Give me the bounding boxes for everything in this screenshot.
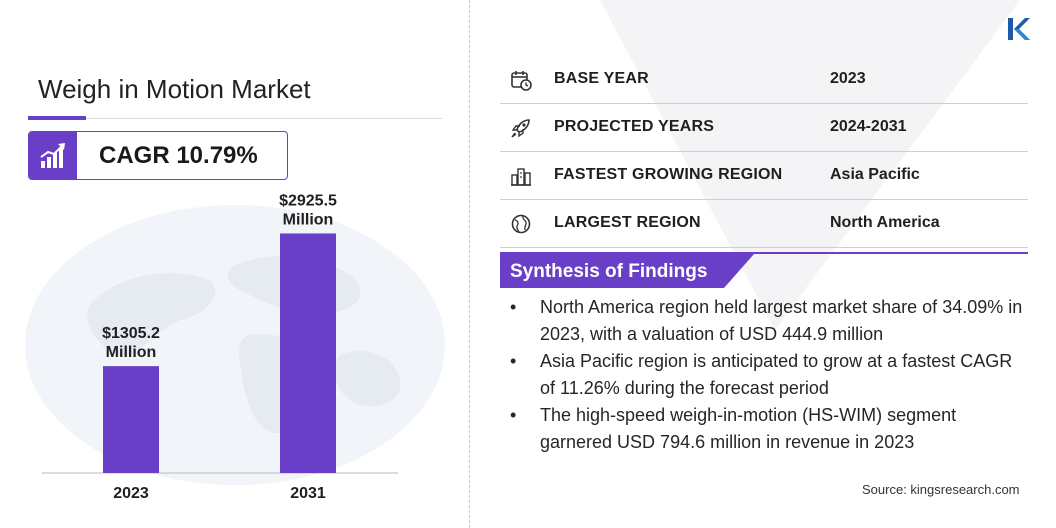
- city-skyline-icon: [511, 168, 531, 186]
- bullet-mark: •: [510, 297, 517, 317]
- kings-research-logo-icon: [1008, 18, 1030, 40]
- table-row-largest-region: LARGEST REGION North America: [500, 200, 1028, 248]
- bullet-mark: •: [510, 351, 517, 371]
- table-row-base-year: BASE YEAR 2023: [500, 56, 1028, 104]
- market-size-bar-chart: $1305.2 Million 2023 $2925.5 Million 2031: [42, 192, 398, 502]
- bar-2031: [280, 233, 336, 473]
- table-value: North America: [830, 214, 940, 231]
- x-tick-label: 2023: [113, 485, 149, 502]
- synthesis-header: Synthesis of Findings: [500, 254, 754, 288]
- synthesis-top-rule: [500, 252, 1028, 254]
- table-label: LARGEST REGION: [554, 214, 701, 231]
- table-value: Asia Pacific: [830, 166, 920, 183]
- cagr-value: CAGR 10.79%: [99, 142, 258, 169]
- bar-2023: [103, 366, 159, 473]
- table-row-projected-years: PROJECTED YEARS 2024-2031: [500, 104, 1028, 152]
- data-label: Million: [283, 211, 334, 228]
- list-item: • North America region held largest marke…: [510, 294, 1030, 348]
- table-value: 2024-2031: [830, 118, 907, 135]
- source-note: Source: kingsresearch.com: [862, 482, 1020, 497]
- table-label: FASTEST GROWING REGION: [554, 166, 783, 183]
- background-chevron-shape: [600, 0, 1020, 330]
- list-item: • The high-speed weigh-in-motion (HS-WIM)…: [510, 402, 1030, 456]
- data-label: $1305.2: [102, 325, 160, 342]
- calendar-icon: [511, 71, 532, 91]
- cagr-icon-box: [29, 132, 77, 179]
- finding-text: North America region held largest market…: [540, 297, 1023, 344]
- table-row-fastest-growing-region: FASTEST GROWING REGION Asia Pacific: [500, 152, 1028, 200]
- table-label: BASE YEAR: [554, 70, 649, 87]
- synthesis-title: Synthesis of Findings: [510, 261, 708, 282]
- data-label: $2925.5: [279, 192, 337, 209]
- rocket-icon: [511, 119, 530, 138]
- page-title: Weigh in Motion Market: [38, 74, 311, 104]
- finding-text: The high-speed weigh-in-motion (HS-WIM) …: [540, 405, 957, 452]
- table-value: 2023: [830, 70, 866, 87]
- panel-divider: [469, 0, 470, 528]
- x-tick-label: 2031: [290, 485, 326, 502]
- growth-chart-icon: [40, 143, 65, 168]
- title-accent-bar: [28, 116, 86, 120]
- globe-icon: [511, 214, 531, 234]
- findings-list: • North America region held largest marke…: [510, 294, 1030, 456]
- list-item: • Asia Pacific region is anticipated to g…: [510, 348, 1030, 402]
- title-underline: [28, 118, 442, 119]
- data-label: Million: [106, 344, 157, 361]
- table-label: PROJECTED YEARS: [554, 118, 715, 135]
- synthesis-header-background: [500, 254, 754, 288]
- cagr-badge: CAGR 10.79%: [28, 131, 288, 180]
- bullet-mark: •: [510, 405, 517, 425]
- finding-text: Asia Pacific region is anticipated to gr…: [540, 351, 1013, 398]
